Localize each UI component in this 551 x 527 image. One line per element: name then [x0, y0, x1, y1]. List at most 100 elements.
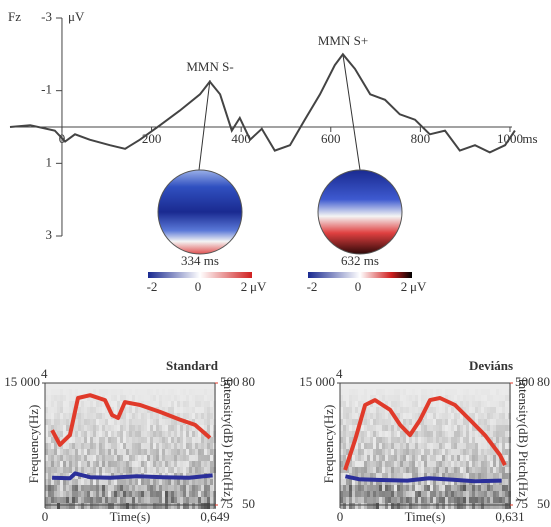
- spectrogram-cell: [186, 425, 189, 431]
- spectrogram-cell: [433, 485, 436, 491]
- spectrogram-cell: [159, 479, 162, 485]
- spectrogram-cell: [72, 431, 75, 437]
- spectrogram-cell: [123, 395, 126, 401]
- spectrogram-cell: [138, 491, 141, 497]
- spectrogram-cell: [355, 419, 358, 425]
- spectrogram-cell: [415, 455, 418, 461]
- spectrogram-cell: [102, 443, 105, 449]
- arrow: [198, 79, 211, 171]
- spectrogram-cell: [397, 485, 400, 491]
- spectrogram-cell: [433, 413, 436, 419]
- spectrogram-cell: [499, 425, 502, 431]
- spectrogram-cell: [355, 491, 358, 497]
- spectrogram-cell: [144, 425, 147, 431]
- spectrogram-cell: [346, 485, 349, 491]
- spectrogram-cell: [132, 497, 135, 503]
- spectrogram-cell: [421, 497, 424, 503]
- spectrogram-image: [340, 383, 511, 509]
- spectrogram-cell: [207, 419, 210, 425]
- spectrogram-cell: [210, 467, 213, 473]
- spectrogram-cell: [150, 443, 153, 449]
- spectrogram-cell: [358, 449, 361, 455]
- spectrogram-cell: [153, 479, 156, 485]
- spectrogram-cell: [448, 473, 451, 479]
- spectrogram-cell: [198, 395, 201, 401]
- spectrogram-cell: [51, 413, 54, 419]
- spectrogram-cell: [168, 383, 171, 389]
- spectrogram-cell: [201, 485, 204, 491]
- spectrogram-cell: [385, 461, 388, 467]
- spectrogram-cell: [400, 437, 403, 443]
- spectrogram-cell: [93, 491, 96, 497]
- spectrogram-cell: [340, 497, 343, 503]
- spectrogram-cell: [126, 479, 129, 485]
- spectrogram-cell: [69, 389, 72, 395]
- spectrogram-cell: [63, 503, 66, 509]
- spectrogram-cell: [72, 425, 75, 431]
- spectrogram-cell: [177, 443, 180, 449]
- spectrogram-cell: [174, 419, 177, 425]
- spectrogram-cell: [436, 443, 439, 449]
- spectrogram-cell: [156, 497, 159, 503]
- spectrogram-cell: [421, 389, 424, 395]
- spectrogram-cell: [475, 467, 478, 473]
- spectrogram-cell: [144, 497, 147, 503]
- spectrogram-cell: [189, 497, 192, 503]
- spectrogram-cell: [421, 401, 424, 407]
- spectrogram-cell: [126, 419, 129, 425]
- spectrogram-cell: [129, 491, 132, 497]
- spectrogram-cell: [400, 395, 403, 401]
- spectrogram-cell: [102, 485, 105, 491]
- spectrogram-cell: [204, 479, 207, 485]
- spectrogram-cell: [478, 485, 481, 491]
- spectrogram-cell: [388, 383, 391, 389]
- spectrogram-cell: [108, 425, 111, 431]
- spectrogram-cell: [159, 401, 162, 407]
- spectrogram-cell: [493, 395, 496, 401]
- spectrogram-cell: [195, 389, 198, 395]
- spectrogram-cell: [370, 437, 373, 443]
- spectrogram-cell: [343, 437, 346, 443]
- spectrogram-cell: [496, 443, 499, 449]
- spectrogram-cell: [355, 449, 358, 455]
- spectrogram-cell: [135, 413, 138, 419]
- spectrogram-cell: [138, 431, 141, 437]
- spectrogram-cell: [439, 485, 442, 491]
- spectrogram-cell: [123, 431, 126, 437]
- spectrogram-cell: [108, 479, 111, 485]
- spectrogram-cell: [120, 413, 123, 419]
- spectrogram-cell: [90, 443, 93, 449]
- spectrogram-cell: [424, 479, 427, 485]
- spectrogram-cell: [400, 467, 403, 473]
- spectrogram-cell: [93, 461, 96, 467]
- spectrogram-cell: [346, 407, 349, 413]
- spectrogram-cell: [436, 431, 439, 437]
- spectrogram-cell: [409, 389, 412, 395]
- spectrogram-cell: [108, 485, 111, 491]
- spectrogram-cell: [439, 449, 442, 455]
- spectrogram-cell: [424, 503, 427, 509]
- spectrogram-cell: [147, 395, 150, 401]
- spectrogram-cell: [75, 431, 78, 437]
- spectrogram-cell: [177, 461, 180, 467]
- spectrogram-cell: [186, 461, 189, 467]
- spectrogram-cell: [466, 497, 469, 503]
- spectrogram-cell: [195, 479, 198, 485]
- spectrogram-cell: [379, 485, 382, 491]
- spectrogram-cell: [123, 425, 126, 431]
- spectrogram-cell: [343, 479, 346, 485]
- spectrogram-cell: [75, 503, 78, 509]
- spectrogram-cell: [54, 455, 57, 461]
- spectrogram-cell: [81, 467, 84, 473]
- spectrogram-cell: [412, 401, 415, 407]
- spectrogram-cell: [496, 461, 499, 467]
- spectrogram-cell: [165, 461, 168, 467]
- spectrogram-cell: [48, 449, 51, 455]
- spectrogram-cell: [204, 395, 207, 401]
- spectrogram-cell: [385, 503, 388, 509]
- spectrogram-cell: [418, 473, 421, 479]
- spectrogram-cell: [379, 491, 382, 497]
- spectrogram-cell: [436, 503, 439, 509]
- spectrogram-cell: [400, 449, 403, 455]
- spectrogram-cell: [343, 467, 346, 473]
